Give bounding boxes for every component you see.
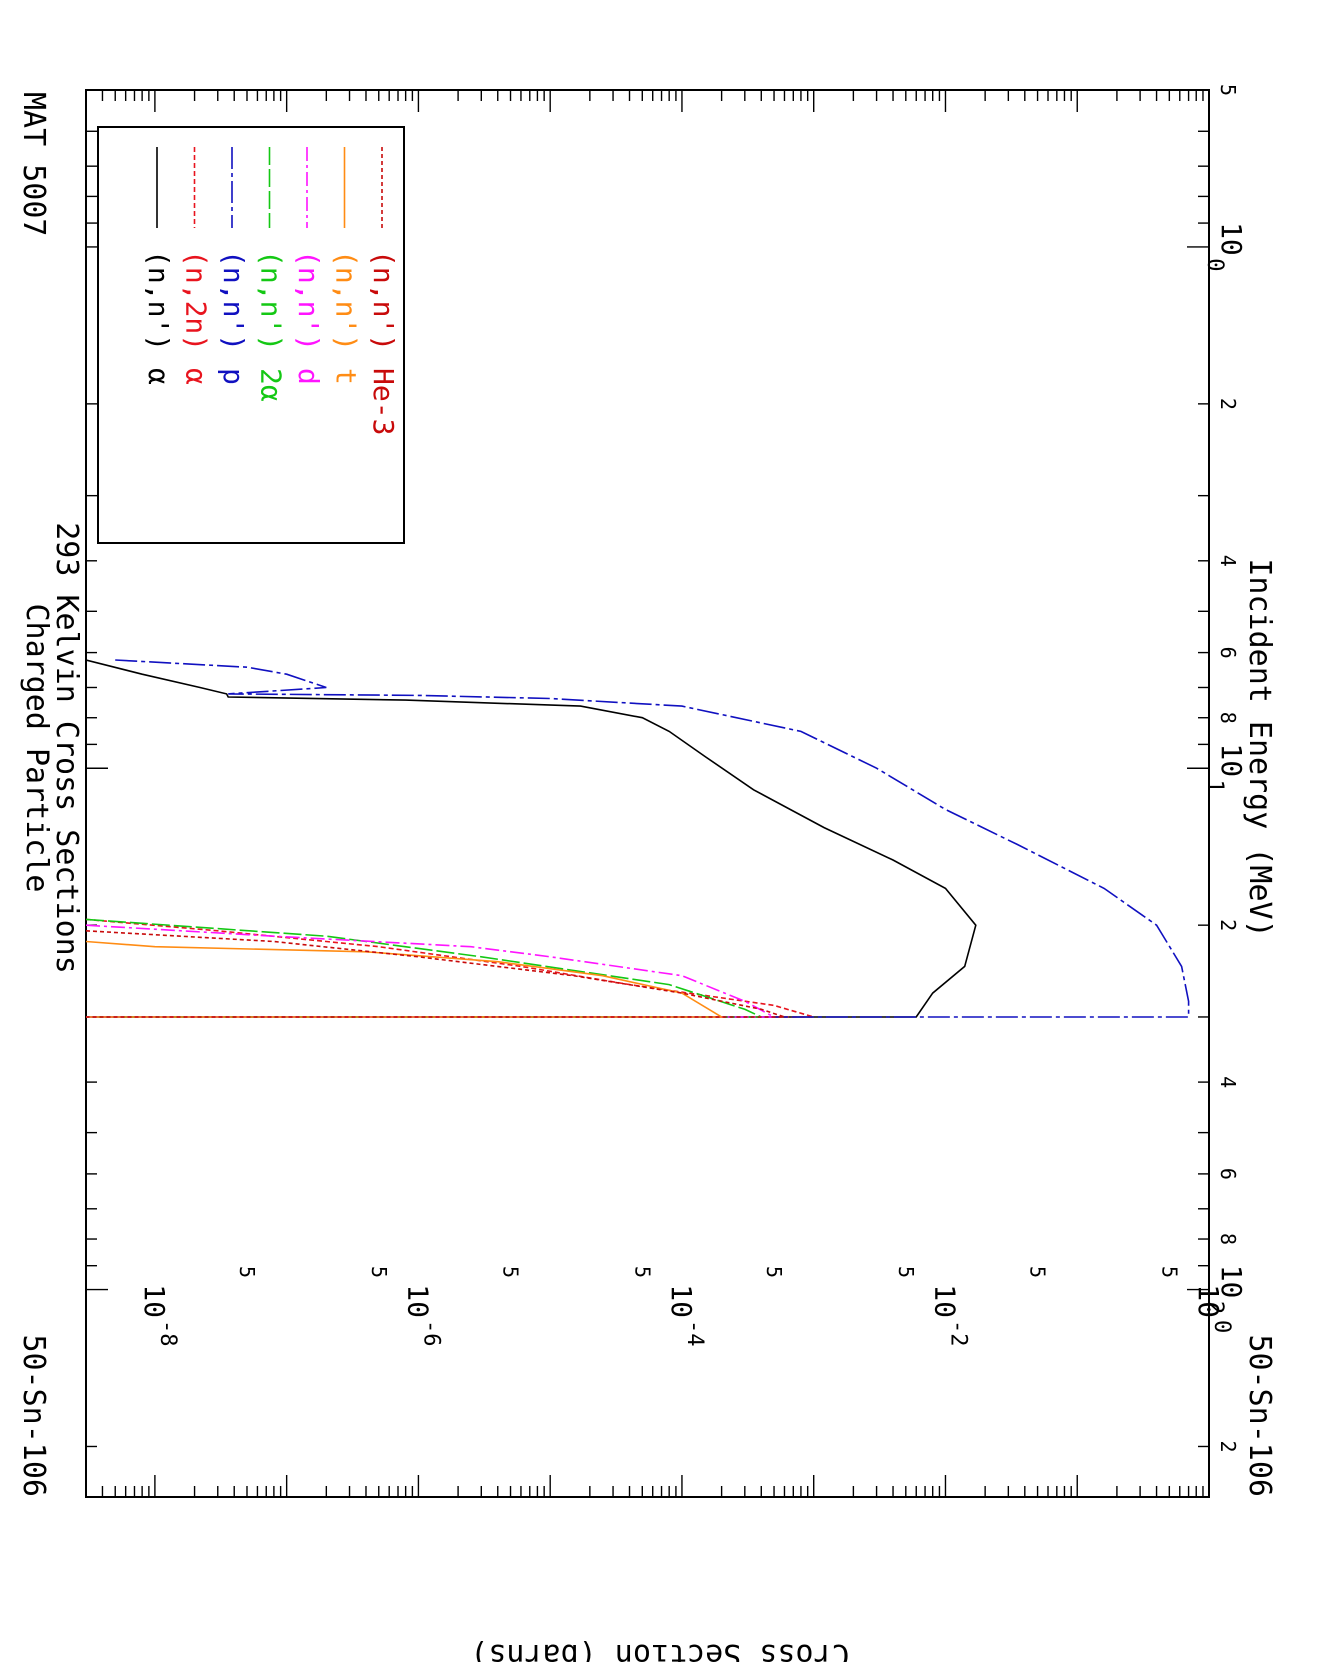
legend-prefix: (n,2n) xyxy=(180,250,213,368)
series-line-7 xyxy=(86,930,785,1018)
x-tick-label: 6 xyxy=(1216,1168,1240,1180)
legend-particle: t xyxy=(330,368,363,385)
x-major-tick-exponent: 1 xyxy=(1202,780,1227,793)
y-tick-label: 5 xyxy=(630,1266,654,1278)
y-major-tick-label: 10 xyxy=(138,1284,171,1318)
series-line-5 xyxy=(86,924,775,1018)
legend-particle: α xyxy=(142,368,175,385)
isotope-label-bottom: 50-Sn-106 xyxy=(1242,1334,1277,1497)
x-tick-label: 4 xyxy=(1216,1076,1240,1088)
legend-label-2: (n,2n) α xyxy=(180,250,213,385)
x-major-tick-exponent: 0 xyxy=(1202,258,1227,271)
x-tick-label: 5 xyxy=(1216,84,1240,96)
y-major-tick-label: 10 xyxy=(1192,1284,1225,1318)
y-major-tick-exponent: 0 xyxy=(1209,1320,1234,1333)
x-major-tick-exponent: 2 xyxy=(1202,1301,1227,1314)
legend-particle: α xyxy=(180,368,213,385)
y-tick-label: 5 xyxy=(762,1266,786,1278)
legend: (n,n') α(n,2n) α(n,n') p(n,n') 2α(n,n') … xyxy=(142,147,400,435)
legend-prefix: (n,n') xyxy=(292,250,325,368)
x-axis-label: Incident Energy (MeV) xyxy=(1242,558,1277,937)
legend-label-6: (n,n') t xyxy=(330,250,363,385)
plot-frame xyxy=(85,89,1210,1498)
x-major-tick-label: 10 xyxy=(1215,743,1248,777)
legend-label-3: (n,n') p xyxy=(217,250,250,385)
y-major-tick-label: 10 xyxy=(928,1284,961,1318)
legend-particle: He-3 xyxy=(367,368,400,435)
y-major-tick-exponent: -6 xyxy=(418,1320,443,1347)
x-major-tick-label: 10 xyxy=(1215,222,1248,256)
legend-label-4: (n,n') 2α xyxy=(255,250,288,402)
y-axis-label: Cross Section (barns) xyxy=(470,1637,849,1662)
x-axis-ticks xyxy=(86,89,1209,1448)
isotope-label-top: 50-Sn-106 xyxy=(16,1334,51,1497)
y-axis-ticks xyxy=(85,90,1210,1497)
legend-box xyxy=(97,126,405,544)
y-tick-label: 5 xyxy=(1157,1266,1181,1278)
legend-particle: p xyxy=(217,368,250,385)
x-tick-label: 8 xyxy=(1216,1233,1240,1245)
legend-label-7: (n,n') He-3 xyxy=(367,250,400,435)
chart-title: Charged Particle xyxy=(19,604,54,893)
y-tick-label: 5 xyxy=(367,1266,391,1278)
y-axis-label-group: Cross Section (barns) xyxy=(470,1637,849,1662)
y-major-tick-exponent: -2 xyxy=(945,1320,970,1347)
y-tick-label: 5 xyxy=(499,1266,523,1278)
legend-prefix: (n,n') xyxy=(142,250,175,368)
legend-label-1: (n,n') α xyxy=(142,250,175,385)
series-group xyxy=(86,659,1190,1018)
x-tick-label: 4 xyxy=(1216,555,1240,567)
series-line-4 xyxy=(86,918,762,1018)
series-line-1 xyxy=(86,659,977,1018)
legend-particle: 2α xyxy=(255,368,288,402)
legend-prefix: (n,n') xyxy=(217,250,250,368)
series-line-6 xyxy=(86,940,725,1018)
x-tick-label: 2 xyxy=(1216,398,1240,410)
material-label: MAT 5007 xyxy=(16,92,51,237)
series-line-3 xyxy=(86,659,1190,1018)
y-major-tick-exponent: -4 xyxy=(682,1320,707,1347)
y-tick-label: 5 xyxy=(894,1266,918,1278)
legend-prefix: (n,n') xyxy=(330,250,363,368)
x-tick-label: 8 xyxy=(1216,712,1240,724)
legend-prefix: (n,n') xyxy=(367,250,400,368)
legend-label-5: (n,n') d xyxy=(292,250,325,385)
y-tick-label: 5 xyxy=(235,1266,259,1278)
x-tick-label: 2 xyxy=(1216,919,1240,931)
y-tick-label: 5 xyxy=(1026,1266,1050,1278)
x-axis-tick-labels: 5 2 4 6 8 2 4 6 8 2 10 0 10 1 10 2 xyxy=(1202,84,1248,1453)
legend-prefix: (n,n') xyxy=(255,250,288,368)
y-major-tick-exponent: -8 xyxy=(155,1320,180,1347)
x-tick-label: 2 xyxy=(1216,1440,1240,1452)
x-tick-label: 6 xyxy=(1216,647,1240,659)
legend-particle: d xyxy=(292,368,325,385)
y-major-tick-label: 10 xyxy=(665,1284,698,1318)
chart-subtitle: 293 Kelvin Cross Sections xyxy=(49,522,84,974)
series-line-2 xyxy=(86,918,814,1018)
y-major-tick-label: 10 xyxy=(401,1284,434,1318)
x-major-tick-label: 10 xyxy=(1215,1265,1248,1299)
